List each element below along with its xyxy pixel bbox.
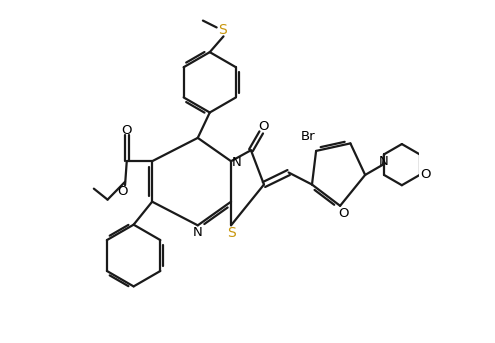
Text: O: O — [338, 207, 349, 220]
Text: N: N — [231, 156, 241, 169]
Text: O: O — [121, 124, 132, 137]
Text: N: N — [193, 226, 202, 239]
Text: Br: Br — [301, 130, 316, 143]
Text: N: N — [379, 155, 389, 168]
Text: S: S — [227, 226, 236, 240]
Text: S: S — [218, 23, 227, 37]
Text: O: O — [421, 168, 431, 181]
Text: O: O — [258, 120, 268, 133]
Text: O: O — [117, 185, 128, 198]
